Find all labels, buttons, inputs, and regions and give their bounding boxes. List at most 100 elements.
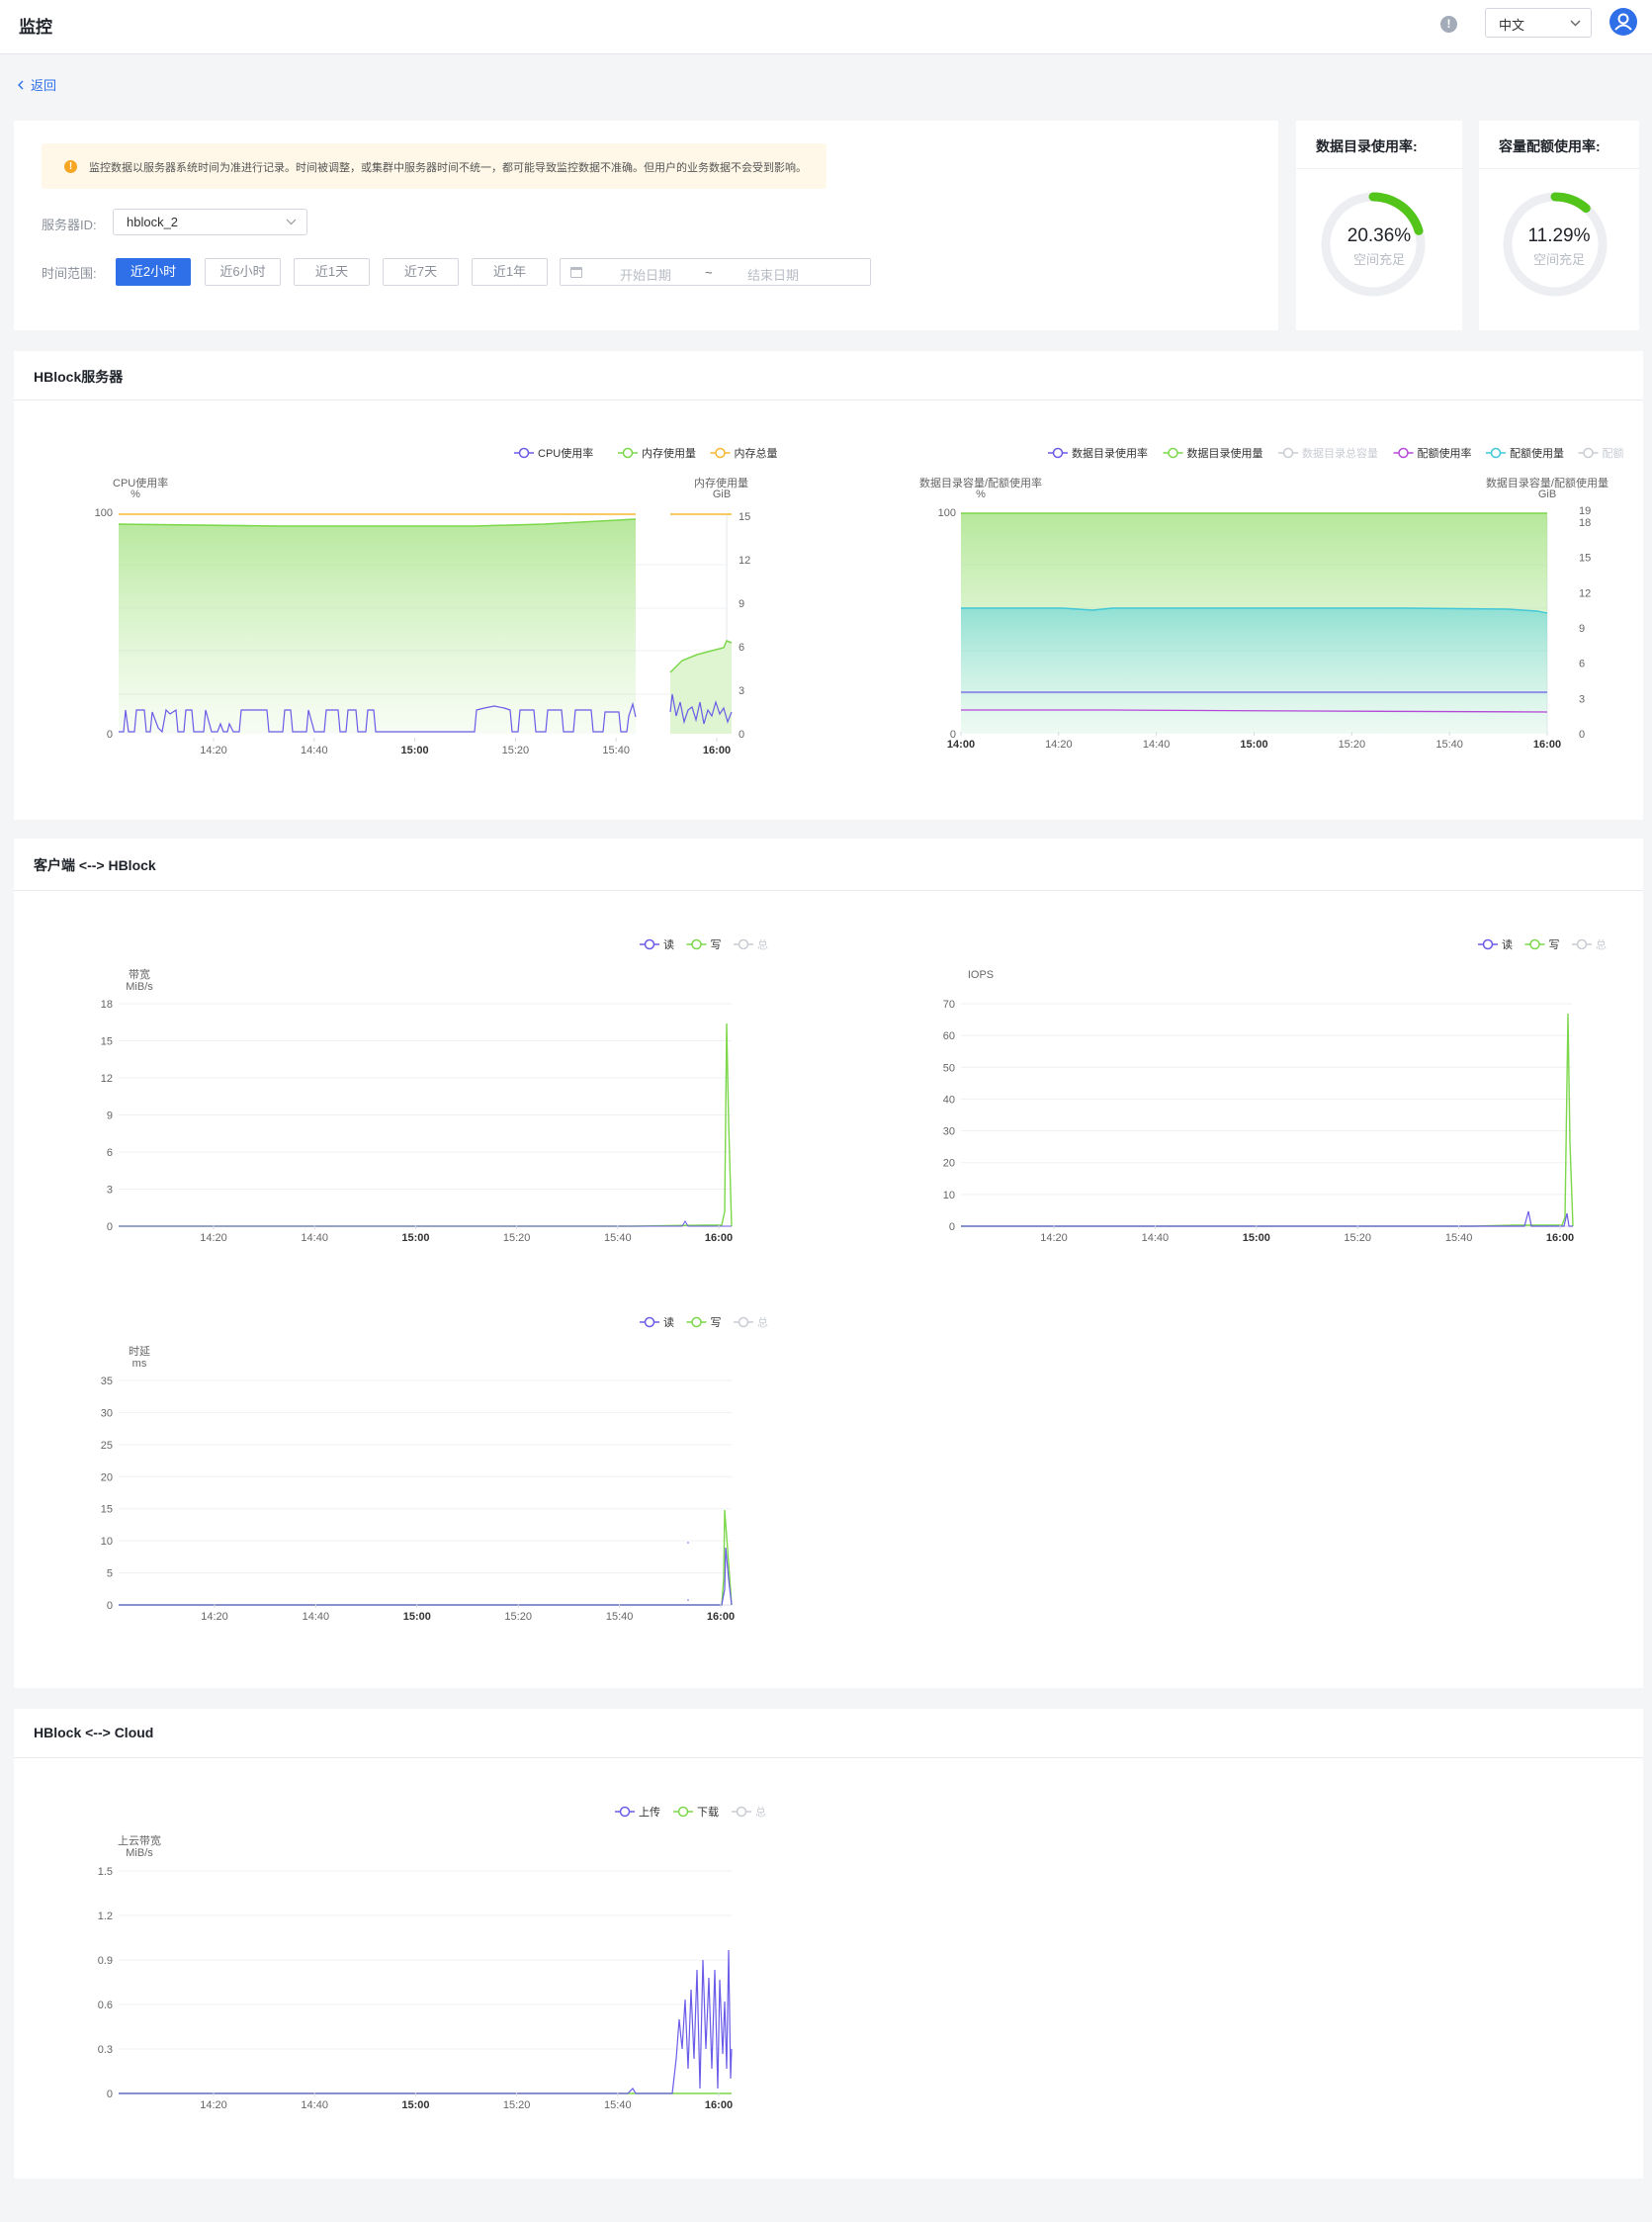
axis-title: IOPS	[968, 969, 994, 981]
x-tick: 16:00	[707, 1611, 735, 1623]
usage-ring	[1321, 192, 1426, 297]
x-tick: 14:40	[303, 1611, 330, 1623]
y-tick: 10	[101, 1536, 113, 1548]
axis-unit: ms	[132, 1358, 147, 1370]
y-tick: 3	[107, 1185, 113, 1197]
x-tick: 15:40	[606, 1611, 634, 1623]
right-tick: 9	[739, 598, 744, 610]
y-tick: 0.6	[98, 2000, 113, 2011]
legend-marker-icon	[518, 447, 530, 459]
x-tick: 15:20	[503, 2099, 531, 2111]
time-option-1y[interactable]: 近1年	[472, 258, 548, 286]
x-tick: 14:40	[1142, 1232, 1170, 1244]
info-circle-icon[interactable]: !	[1440, 16, 1457, 33]
x-tick: 15:00	[1243, 1232, 1270, 1244]
back-link[interactable]: 返回	[17, 75, 56, 94]
x-tick: 14:20	[201, 1611, 228, 1623]
legend-item[interactable]: 配额	[1578, 447, 1624, 460]
legend-item[interactable]: 上传	[615, 1806, 660, 1819]
y-tick: 30	[943, 1126, 955, 1138]
x-tick: 16:00	[705, 2099, 733, 2111]
left-tick: 100	[938, 507, 956, 519]
top-bar: 监控 ! 中文	[0, 0, 1652, 54]
start-date-input[interactable]: 开始日期	[620, 268, 672, 283]
legend-item[interactable]: 配额使用率	[1393, 446, 1472, 460]
legend-marker-icon	[1583, 447, 1594, 459]
legend-item[interactable]: 读	[640, 937, 674, 951]
right-tick: 15	[739, 511, 750, 523]
y-tick: 25	[101, 1440, 113, 1452]
legend-item[interactable]: 读	[640, 1315, 674, 1329]
chevron-down-icon	[1570, 20, 1581, 27]
server-id-select[interactable]: hblock_2	[113, 209, 307, 235]
x-tick: 16:00	[705, 1232, 733, 1244]
axis-title: 带宽	[129, 967, 150, 981]
legend-marker-icon	[691, 938, 702, 950]
notice-text: 监控数据以服务器系统时间为准进行记录。时间被调整，或集群中服务器时间不统一，都可…	[89, 162, 807, 174]
legend-item[interactable]: 数据目录使用量	[1163, 446, 1263, 460]
server-id-label: 服务器ID:	[42, 218, 97, 232]
right-tick: 15	[1579, 553, 1591, 565]
time-option-1d[interactable]: 近1天	[294, 258, 370, 286]
legend-item[interactable]: 总	[1572, 937, 1607, 951]
left-axis-unit: %	[130, 489, 140, 500]
legend-item[interactable]: 总	[732, 1805, 766, 1819]
legend-marker-icon	[644, 938, 655, 950]
legend-item[interactable]: 下载	[673, 1806, 719, 1819]
legend-marker-icon	[738, 938, 749, 950]
legend-label: 下载	[697, 1806, 719, 1819]
language-select[interactable]: 中文	[1485, 8, 1592, 38]
right-axis-title: 数据目录容量/配额使用量	[1486, 476, 1609, 489]
x-tick: 15:40	[604, 1232, 632, 1244]
notice-banner: ! 监控数据以服务器系统时间为准进行记录。时间被调整，或集群中服务器时间不统一，…	[42, 143, 826, 189]
time-option-2h[interactable]: 近2小时	[116, 258, 191, 286]
x-tick: 16:00	[703, 745, 731, 756]
x-tick: 15:00	[401, 1232, 429, 1244]
time-option-7d[interactable]: 近7天	[383, 258, 459, 286]
right-tick: 19	[1579, 505, 1591, 517]
y-tick: 10	[943, 1190, 955, 1201]
chevron-left-icon	[18, 80, 24, 89]
legend-item[interactable]: 数据目录使用率	[1048, 446, 1148, 460]
legend-label: 读	[663, 937, 674, 951]
legend-item[interactable]: 内存使用量	[618, 446, 696, 460]
legend-label: 总	[755, 1805, 766, 1819]
latency-chart: 读 写 总 时延 ms 35 30 25 20 15 10 5 0 14:20 14:40 15:00…	[79, 1302, 771, 1629]
time-option-6h[interactable]: 近6小时	[205, 258, 281, 286]
x-tick: 14:20	[1045, 739, 1073, 751]
legend-item[interactable]: 配额使用量	[1486, 447, 1564, 460]
legend-item[interactable]: 读	[1478, 937, 1513, 951]
legend-label: CPU使用率	[538, 446, 593, 460]
time-range-label: 时间范围:	[42, 266, 97, 281]
end-date-input[interactable]: 结束日期	[747, 268, 800, 283]
legend-label: 总	[757, 937, 768, 951]
legend-item[interactable]: 总	[734, 937, 768, 951]
legend-item[interactable]: 总	[734, 1315, 768, 1329]
left-axis-title: 数据目录容量/配额使用率	[919, 476, 1042, 489]
legend-label: 配额使用量	[1510, 447, 1564, 460]
section-title: 客户端 <--> HBlock	[34, 857, 156, 873]
legend-marker-icon	[1529, 938, 1540, 950]
right-tick: 12	[739, 555, 750, 567]
date-range-picker[interactable]: 开始日期 ~ 结束日期	[560, 258, 871, 286]
y-tick: 40	[943, 1094, 955, 1106]
legend-marker-icon	[736, 1806, 747, 1818]
legend-item[interactable]: 数据目录总容量	[1278, 446, 1378, 460]
legend-item[interactable]: 写	[1524, 938, 1560, 951]
usage-ring	[1503, 192, 1608, 297]
legend-item[interactable]: 内存总量	[710, 446, 778, 460]
legend-item[interactable]: 写	[686, 1316, 722, 1329]
right-tick: 0	[1579, 729, 1585, 741]
right-axis-unit: GiB	[713, 489, 731, 500]
x-tick: 15:40	[602, 745, 630, 756]
x-tick: 15:40	[1435, 739, 1463, 751]
legend-item[interactable]: CPU使用率	[514, 446, 593, 460]
user-avatar-icon[interactable]	[1609, 8, 1637, 36]
right-tick: 6	[1579, 659, 1585, 670]
range-separator: ~	[705, 265, 713, 280]
x-tick: 15:40	[1445, 1232, 1473, 1244]
legend-label: 配额使用率	[1418, 446, 1472, 460]
legend-item[interactable]: 写	[686, 938, 722, 951]
right-tick: 0	[739, 729, 744, 741]
legend-marker-icon	[677, 1806, 689, 1818]
